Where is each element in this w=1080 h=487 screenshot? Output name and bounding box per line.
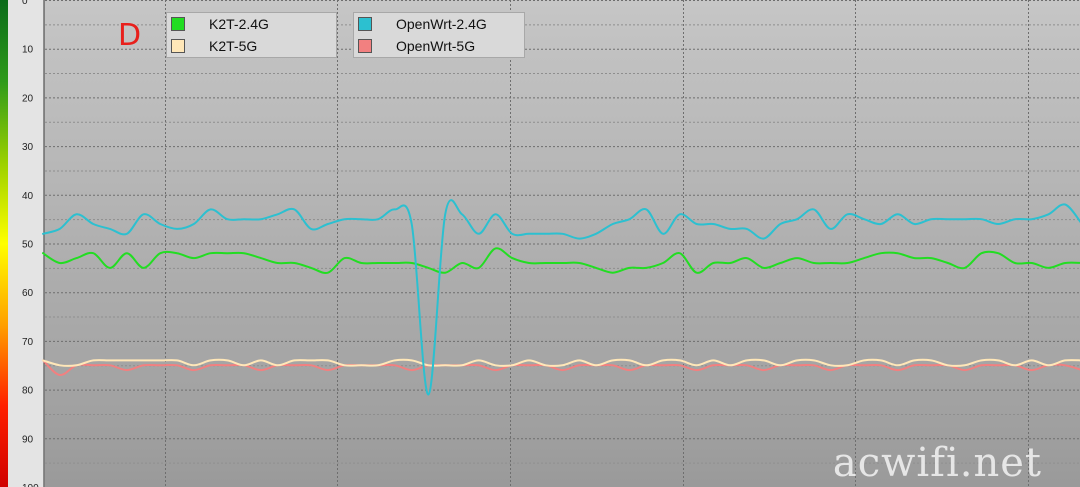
legend-item-k2t-5g: K2T-5G <box>171 36 257 56</box>
legend-label-openwrt-24g: OpenWrt-2.4G <box>396 16 487 32</box>
watermark: acwifi.net <box>832 440 1042 486</box>
legend-item-openwrt-24g: OpenWrt-2.4G <box>358 14 487 34</box>
legend-swatch-k2t-24g <box>171 17 185 31</box>
legend-label-openwrt-5g: OpenWrt-5G <box>396 38 476 54</box>
legend-swatch-k2t-5g <box>171 39 185 53</box>
y-tick-label: 70 <box>22 337 34 348</box>
y-tick-labels: 0 10 20 30 40 50 60 70 80 90 100 <box>22 0 39 487</box>
y-tick-label: 60 <box>22 288 34 299</box>
series-lines <box>42 199 1080 396</box>
legend-swatch-openwrt-24g <box>358 17 372 31</box>
legend-item-openwrt-5g: OpenWrt-5G <box>358 36 475 56</box>
y-tick-label: 30 <box>22 142 34 153</box>
legend-label-k2t-24g: K2T-2.4G <box>209 16 269 32</box>
y-tick-label: 0 <box>22 0 28 7</box>
series-line-k2t-5g <box>42 358 1080 367</box>
legend-box-right: OpenWrt-2.4G OpenWrt-5G <box>353 12 525 58</box>
legend-swatch-openwrt-5g <box>358 39 372 53</box>
legend-label-k2t-5g: K2T-5G <box>209 38 258 54</box>
panel-label: D <box>118 18 142 53</box>
axis-panel <box>8 0 44 487</box>
y-tick-label: 90 <box>22 434 34 445</box>
series-line-openwrt-5g <box>42 359 1080 377</box>
signal-color-bar <box>0 0 8 487</box>
legend-item-k2t-24g: K2T-2.4G <box>171 14 269 34</box>
y-tick-label: 80 <box>22 386 34 397</box>
y-tick-label: 40 <box>22 191 34 202</box>
y-tick-label: 20 <box>22 93 34 104</box>
y-tick-label: 50 <box>22 240 34 251</box>
y-tick-label: 100 <box>22 483 39 487</box>
legend-box-left: K2T-2.4G K2T-5G <box>166 12 337 58</box>
series-line-openwrt-2-4g <box>42 199 1080 396</box>
y-tick-label: 10 <box>22 45 34 56</box>
series-line-k2t-2-4g <box>42 247 1080 275</box>
